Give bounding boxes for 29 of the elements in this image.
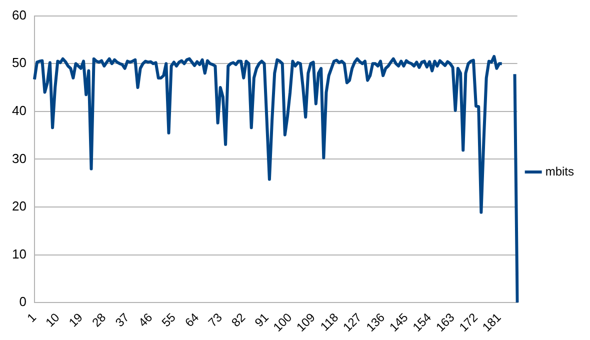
x-tick-label: 163 — [433, 310, 458, 334]
x-tick-label: 37 — [112, 310, 132, 330]
x-tick-label: 109 — [294, 310, 318, 334]
x-tick-label: 73 — [205, 310, 226, 330]
y-tick-label: 40 — [12, 103, 26, 118]
y-tick-label: 0 — [19, 294, 26, 310]
x-tick-label: 10 — [42, 310, 62, 330]
x-tick-label: 19 — [66, 310, 86, 330]
legend-label: mbits — [545, 164, 574, 178]
x-tick-label: 154 — [410, 310, 434, 334]
x-tick-label: 82 — [228, 310, 248, 330]
x-tick-label: 28 — [89, 310, 109, 330]
x-tick-label: 136 — [363, 310, 388, 334]
x-tick-label: 181 — [480, 310, 504, 334]
y-tick-label: 20 — [12, 198, 26, 214]
y-tick-label: 10 — [12, 246, 26, 262]
x-tick-label: 46 — [136, 310, 156, 330]
x-tick-label: 118 — [318, 310, 342, 334]
y-tick-label: 60 — [12, 7, 26, 22]
x-tick-label: 1 — [24, 310, 40, 325]
x-tick-label: 100 — [270, 310, 295, 334]
y-tick-label: 50 — [12, 55, 26, 70]
x-tick-label: 127 — [340, 310, 365, 334]
x-tick-label: 64 — [182, 310, 202, 330]
y-tick-label: 30 — [12, 150, 26, 166]
x-tick-label: 172 — [456, 310, 481, 334]
x-tick-label: 145 — [386, 310, 411, 334]
x-tick-label: 91 — [252, 310, 272, 330]
x-tick-label: 55 — [159, 310, 179, 330]
